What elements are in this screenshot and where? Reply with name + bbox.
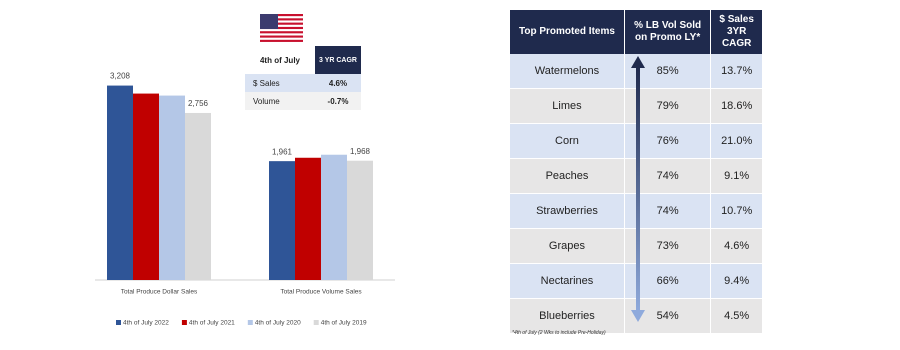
data-label: 1,968 xyxy=(350,147,371,156)
bar xyxy=(133,93,159,280)
inset-title: 4th of July xyxy=(259,55,300,65)
data-label: 1,961 xyxy=(272,147,293,156)
legend-swatch xyxy=(313,320,319,325)
table-row: Nectarines 66% 9.4% xyxy=(510,263,763,299)
table-cell: Limes xyxy=(510,88,625,124)
legend-swatch xyxy=(116,320,121,325)
inset-cell: $ Sales xyxy=(253,78,280,88)
inset-cell: 4.6% xyxy=(328,78,348,88)
legend-label: 4th of July 2021 xyxy=(189,320,235,327)
trend-arrow xyxy=(631,56,645,322)
table-cell: 10.7% xyxy=(710,193,763,229)
footnote: *4th of July (2 Wks to include Pre-Holid… xyxy=(512,330,606,336)
column-header: $ Sales 3YR CAGR xyxy=(710,10,763,54)
inset-row: $ Sales 4.6% xyxy=(245,74,361,92)
legend-swatch xyxy=(247,320,253,325)
bar xyxy=(107,85,133,280)
inset-cell: Volume xyxy=(253,96,280,106)
x-tick-label: Total Produce Volume Sales xyxy=(280,289,362,296)
table-row: Peaches 74% 9.1% xyxy=(510,158,763,194)
data-label: 2,756 xyxy=(188,99,209,108)
legend-label: 4th of July 2020 xyxy=(255,320,301,327)
inset-header: 3 YR CAGR xyxy=(315,46,361,74)
promo-table: Top Promoted Items% LB Vol Sold on Promo… xyxy=(510,10,763,334)
column-header: Top Promoted Items xyxy=(510,10,625,54)
table-cell: 4.6% xyxy=(710,228,763,264)
table-cell: 9.4% xyxy=(710,263,763,299)
legend-label: 4th of July 2022 xyxy=(123,320,169,327)
table-cell: 4.5% xyxy=(710,298,763,334)
inset-cell: -0.7% xyxy=(327,96,349,106)
table-cell: Nectarines xyxy=(510,263,625,299)
table-cell: 18.6% xyxy=(710,88,763,124)
bar xyxy=(321,154,347,280)
inset-row: Volume -0.7% xyxy=(245,92,361,110)
column-header: % LB Vol Sold on Promo LY* xyxy=(624,10,712,54)
x-tick-label: Total Produce Dollar Sales xyxy=(121,289,198,296)
table-cell: Peaches xyxy=(510,158,625,194)
bar xyxy=(269,161,295,280)
bar xyxy=(347,160,373,280)
data-label: 3,208 xyxy=(110,72,131,81)
table-cell: Blueberries xyxy=(510,298,625,334)
us-flag xyxy=(260,14,303,42)
legend-swatch xyxy=(181,320,187,325)
bar xyxy=(295,157,321,280)
bar xyxy=(159,95,185,280)
table-cell: Grapes xyxy=(510,228,625,264)
table-cell: 21.0% xyxy=(710,123,763,159)
inset-table: 4th of July 3 YR CAGR $ Sales 4.6% Volume -… xyxy=(245,46,361,110)
table-cell: Strawberries xyxy=(510,193,625,229)
table-cell: Corn xyxy=(510,123,625,159)
bar xyxy=(185,112,211,280)
table-cell: 13.7% xyxy=(710,54,763,89)
table-cell: Watermelons xyxy=(510,54,625,89)
legend-label: 4th of July 2019 xyxy=(321,320,367,327)
table-row: Grapes 73% 4.6% xyxy=(510,228,763,264)
table-cell: 9.1% xyxy=(710,158,763,194)
